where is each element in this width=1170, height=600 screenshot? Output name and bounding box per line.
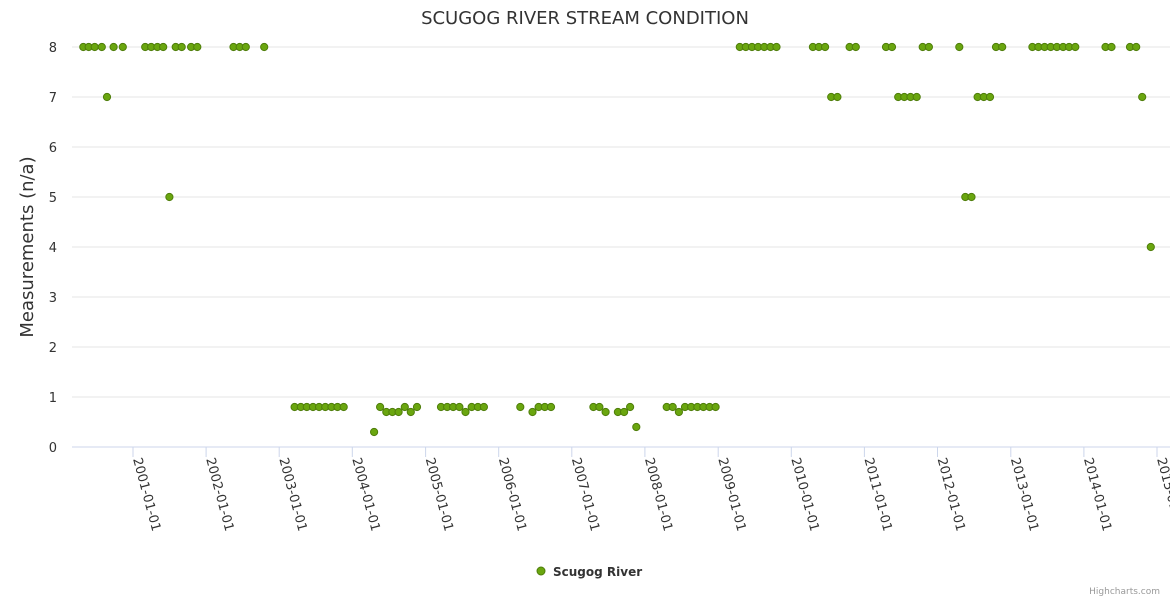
data-point[interactable] xyxy=(1138,92,1147,102)
credits-link[interactable]: Highcharts.com xyxy=(1089,587,1160,597)
y-tick-label: 7 xyxy=(49,91,57,106)
data-point[interactable] xyxy=(711,402,720,412)
data-point[interactable] xyxy=(985,92,995,102)
data-point[interactable] xyxy=(455,402,464,412)
data-point[interactable] xyxy=(626,402,635,412)
data-point[interactable] xyxy=(165,192,174,202)
data-point[interactable] xyxy=(674,407,684,417)
data-point[interactable] xyxy=(998,42,1007,52)
data-point[interactable] xyxy=(412,402,422,412)
data-point[interactable] xyxy=(967,192,976,202)
y-tick-label: 8 xyxy=(49,41,57,56)
data-point[interactable] xyxy=(595,402,604,412)
data-point[interactable] xyxy=(90,42,99,52)
data-point[interactable] xyxy=(887,42,897,52)
data-point[interactable] xyxy=(528,407,537,417)
data-point[interactable] xyxy=(1107,42,1116,52)
y-tick-label: 4 xyxy=(49,241,57,256)
chart-title: SCUGOG RIVER STREAM CONDITION xyxy=(421,8,749,29)
y-tick-label: 2 xyxy=(49,341,57,356)
y-tick-label: 1 xyxy=(49,391,57,406)
data-point[interactable] xyxy=(109,42,118,52)
y-tick-label: 6 xyxy=(49,141,57,156)
data-point[interactable] xyxy=(394,407,403,417)
y-tick-label: 0 xyxy=(49,441,57,456)
data-point[interactable] xyxy=(851,42,860,52)
data-point[interactable] xyxy=(821,42,830,52)
data-point[interactable] xyxy=(912,92,921,102)
data-point[interactable] xyxy=(400,402,409,412)
data-point[interactable] xyxy=(177,42,186,52)
data-point[interactable] xyxy=(370,427,379,437)
data-point[interactable] xyxy=(118,42,127,52)
data-points xyxy=(79,42,1155,437)
data-point[interactable] xyxy=(260,42,269,52)
data-point[interactable] xyxy=(479,402,488,412)
data-point[interactable] xyxy=(924,42,934,52)
legend[interactable]: Scugog River xyxy=(536,565,642,579)
data-point[interactable] xyxy=(668,402,677,412)
data-point[interactable] xyxy=(546,402,556,412)
data-point[interactable] xyxy=(241,42,250,52)
data-point[interactable] xyxy=(1132,42,1141,52)
data-point[interactable] xyxy=(406,407,415,417)
legend-marker[interactable] xyxy=(536,566,546,576)
data-point[interactable] xyxy=(632,422,641,432)
data-point[interactable] xyxy=(1146,242,1155,252)
data-point[interactable] xyxy=(339,402,348,412)
y-axis-label: Measurements (n/a) xyxy=(17,156,38,337)
data-point[interactable] xyxy=(955,42,964,52)
y-tick-label: 3 xyxy=(49,291,57,306)
data-point[interactable] xyxy=(159,42,168,52)
grid-lines xyxy=(72,46,1170,448)
data-point[interactable] xyxy=(97,42,106,52)
legend-item-scugog-river[interactable]: Scugog River xyxy=(553,565,642,579)
data-point[interactable] xyxy=(620,407,629,417)
data-point[interactable] xyxy=(102,92,112,102)
data-point[interactable] xyxy=(516,402,525,412)
data-point[interactable] xyxy=(1071,42,1080,52)
y-axis-ticks: 0 1 2 3 4 5 6 7 8 xyxy=(49,41,57,456)
data-point[interactable] xyxy=(376,402,385,412)
y-tick-label: 5 xyxy=(49,191,57,206)
data-point[interactable] xyxy=(461,407,470,417)
data-point[interactable] xyxy=(601,407,610,417)
data-point[interactable] xyxy=(193,42,202,52)
data-point[interactable] xyxy=(772,42,781,52)
data-point[interactable] xyxy=(833,92,842,102)
